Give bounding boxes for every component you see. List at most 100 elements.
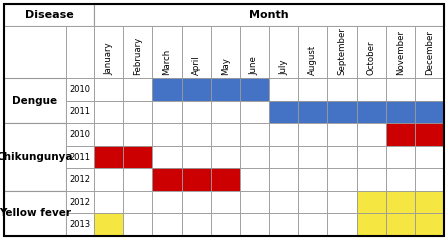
Bar [66,101,94,123]
Bar [211,168,240,191]
Bar [181,26,211,78]
Text: June: June [250,56,259,75]
Text: May: May [221,57,230,75]
Bar [240,101,269,123]
Bar [415,26,444,78]
Bar [94,26,123,78]
Bar [240,146,269,168]
Bar [123,168,152,191]
Text: November: November [396,30,405,75]
Text: Dengue: Dengue [13,96,57,106]
Bar [181,78,211,101]
Bar [94,123,123,146]
Bar [181,146,211,168]
Bar [357,123,386,146]
Bar [240,168,269,191]
Bar [94,146,123,168]
Bar [181,101,211,123]
Bar [386,78,415,101]
Bar [327,168,357,191]
Bar [94,101,123,123]
Bar [94,191,123,213]
Bar [181,168,211,191]
Bar [386,168,415,191]
Bar [298,191,327,213]
Bar [298,101,327,123]
Bar [386,146,415,168]
Bar [211,191,240,213]
Bar [415,123,444,146]
Bar [4,78,66,123]
Bar [357,168,386,191]
Text: February: February [133,37,142,75]
Bar [94,78,123,101]
Bar [386,101,415,123]
Bar [298,26,327,78]
Bar [327,146,357,168]
Bar [66,26,94,78]
Bar [357,26,386,78]
Bar [66,168,94,191]
Bar [94,4,444,26]
Bar [152,123,181,146]
Bar [211,101,240,123]
Bar [211,78,240,101]
Text: March: March [163,49,172,75]
Bar [123,78,152,101]
Bar [327,213,357,236]
Bar [269,101,298,123]
Bar [123,26,152,78]
Bar [415,146,444,168]
Bar [94,213,123,236]
Bar [298,213,327,236]
Bar [211,26,240,78]
Text: 2012: 2012 [69,175,90,184]
Bar [211,123,240,146]
Bar [240,191,269,213]
Bar [415,101,444,123]
Bar [240,123,269,146]
Bar [123,213,152,236]
Bar [152,146,181,168]
Bar [269,168,298,191]
Bar [327,78,357,101]
Bar [4,123,66,191]
Text: Disease: Disease [25,10,73,20]
Bar [357,213,386,236]
Bar [152,78,181,101]
Bar [357,101,386,123]
Bar [123,191,152,213]
Bar [415,168,444,191]
Bar [4,26,66,78]
Text: August: August [308,45,317,75]
Bar [415,213,444,236]
Bar [94,168,123,191]
Text: 2010: 2010 [69,85,90,94]
Bar [66,78,94,101]
Bar [298,168,327,191]
Bar [152,26,181,78]
Bar [298,78,327,101]
Bar [66,123,94,146]
Bar [152,191,181,213]
Bar [327,123,357,146]
Bar [327,191,357,213]
Bar [327,101,357,123]
Bar [152,168,181,191]
Bar [298,123,327,146]
Bar [327,26,357,78]
Text: 2011: 2011 [69,152,90,162]
Bar [269,213,298,236]
Bar [269,26,298,78]
Bar [152,213,181,236]
Text: September: September [337,27,346,75]
Bar [181,191,211,213]
Bar [269,78,298,101]
Bar [269,146,298,168]
Bar [123,146,152,168]
Text: Yellow fever: Yellow fever [0,208,71,218]
Bar [386,191,415,213]
Text: 2013: 2013 [69,220,90,229]
Text: January: January [104,42,113,75]
Bar [4,191,66,236]
